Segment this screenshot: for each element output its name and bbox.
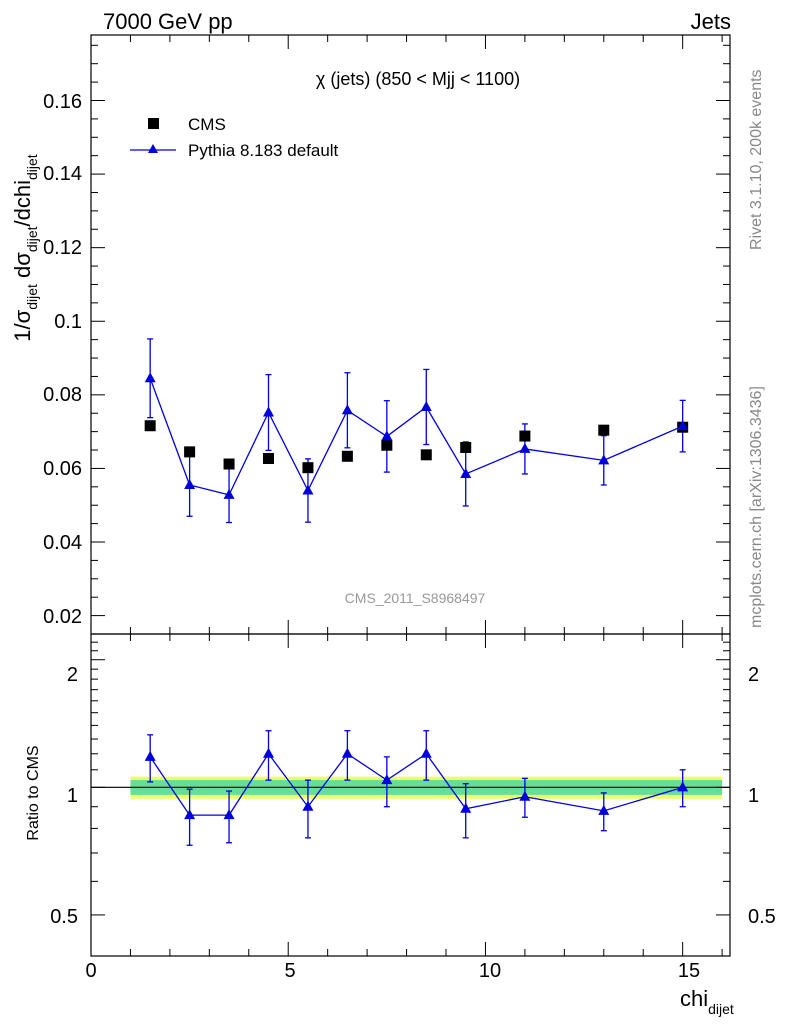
y-tick-label: 0.16 [43,91,82,113]
ratio-y-tick-label-right: 0.5 [748,906,776,928]
header-left: 7000 GeV pp [103,9,233,34]
ratio-data-point [223,809,235,820]
y-tick-label: 0.06 [43,458,82,480]
ratio-data-marks [144,730,689,846]
ratio-data-point [598,804,610,815]
mc-data-point [460,467,472,478]
mc-data-point [598,454,610,465]
main-axis-ticks [90,35,730,634]
x-tick-label: 10 [479,960,501,982]
y-tick-label: 0.12 [43,237,82,259]
cms-data-point [223,458,235,470]
x-axis-label: chidijet [680,986,734,1017]
ratio-y-tick-label-right: 1 [748,785,759,807]
side-text-top: Rivet 3.1.10, 200k events [748,69,765,250]
cms-data-point [341,450,353,462]
legend-mc-marker [148,144,158,153]
ratio-data-point [302,800,314,811]
header-right: Jets [691,9,731,34]
ratio-data-point [519,790,531,801]
cms-data-point [184,446,196,458]
cms-data-point [460,441,472,453]
x-tick-label: 15 [678,960,700,982]
mc-data-point [420,400,432,411]
analysis-watermark: CMS_2011_S8968497 [345,590,486,606]
mc-data-point [341,404,353,415]
y-tick-label: 0.14 [43,163,82,185]
ratio-data-point [677,781,689,792]
main-y-axis-label: 1/σdijet dσdijet/dchidijet [10,154,40,342]
y-tick-label: 0.08 [43,384,82,406]
mc-data-point [677,420,689,431]
ratio-data-point [144,750,156,761]
plot-title: χ (jets) (850 < Mjj < 1100) [316,69,520,89]
cms-data-point [302,462,314,474]
ratio-y-tick-label: 1 [67,785,78,807]
mc-data-point [184,478,196,489]
main-plot-frame [90,34,731,635]
mc-data-point [144,372,156,383]
cms-data-point [263,452,274,464]
y-tick-label: 0.02 [43,606,82,628]
mc-series-line [149,378,683,496]
cms-data-point [420,449,432,461]
ratio-data-point [460,802,472,813]
x-tick-label: 0 [85,960,96,982]
ratio-data-point [381,774,393,785]
ratio-data-point [184,809,196,820]
y-tick-label: 0.1 [54,311,82,333]
ratio-y-tick-labels: 0.5 1 2 0.5 1 2 [50,664,776,928]
ratio-plot-panel: Ratio to CMS 0.5 1 2 0.5 1 2 0 5 10 15 c… [25,633,776,1017]
ratio-y-axis-label: Ratio to CMS [25,745,42,840]
ratio-y-tick-label-right: 2 [748,664,759,686]
cms-data-point [519,430,531,442]
cms-data-point [381,439,393,451]
x-tick-label: 5 [284,960,295,982]
ratio-data-point [341,747,353,758]
ratio-y-tick-label: 2 [67,664,78,686]
legend-cms-label: CMS [188,115,226,134]
mc-data-point [223,488,235,499]
mc-data-point [263,406,274,417]
ratio-plot-frame [90,633,731,957]
legend-cms-marker [148,118,159,129]
ratio-data-point [263,747,274,758]
main-data-marks [144,338,689,524]
ratio-y-tick-label: 0.5 [50,906,78,928]
mc-data-point [302,484,314,495]
main-y-tick-labels: 0.02 0.04 0.06 0.08 0.1 0.12 0.14 0.16 [43,91,82,628]
main-plot-panel: χ (jets) (850 < Mjj < 1100) CMS_2011_S89… [10,34,731,635]
ratio-series-line [149,752,683,816]
mc-data-point [381,430,393,441]
ratio-axis-ticks [90,633,730,957]
mc-data-point [519,442,531,453]
side-text-bottom: mcplots.cern.ch [arXiv:1306.3436] [748,386,765,628]
ratio-data-point [420,747,432,758]
legend-mc-label: Pythia 8.183 default [188,141,339,160]
ratio-uncertainty-band [91,776,730,799]
cms-data-point [144,420,156,432]
y-tick-label: 0.04 [43,532,82,554]
legend: CMS Pythia 8.183 default [130,115,339,160]
cms-data-point [598,424,610,436]
x-tick-labels: 0 5 10 15 [85,960,700,982]
